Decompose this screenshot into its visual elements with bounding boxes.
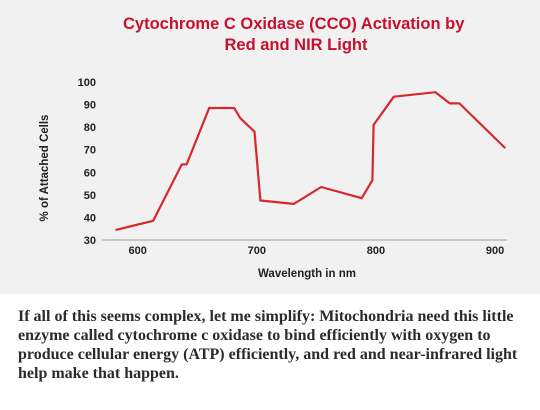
chart-panel: Cytochrome C Oxidase (CCO) Activation by… bbox=[0, 0, 540, 294]
y-tick-label: 60 bbox=[84, 167, 96, 179]
y-axis-ticks: 30 40 50 60 70 80 90 100 bbox=[78, 77, 96, 247]
chart-title: Cytochrome C Oxidase (CCO) Activation by… bbox=[123, 15, 469, 54]
x-tick-label: 600 bbox=[129, 245, 147, 257]
chart-title-line-1: Cytochrome C Oxidase (CCO) Activation by bbox=[123, 15, 465, 33]
y-tick-label: 90 bbox=[84, 100, 96, 112]
x-axis-ticks: 600 700 800 900 bbox=[129, 245, 505, 257]
y-tick-label: 50 bbox=[84, 190, 96, 202]
y-tick-label: 100 bbox=[78, 77, 96, 89]
caption-paragraph: If all of this seems complex, let me sim… bbox=[18, 308, 518, 382]
y-tick-label: 30 bbox=[84, 235, 96, 247]
x-tick-label: 800 bbox=[367, 245, 385, 257]
cco-activation-chart: Cytochrome C Oxidase (CCO) Activation by… bbox=[39, 15, 507, 280]
x-axis-label: Wavelength in nm bbox=[258, 268, 356, 280]
y-axis-label: % of Attached Cells bbox=[39, 115, 51, 222]
series-line bbox=[115, 91, 506, 231]
x-tick-label: 900 bbox=[486, 245, 504, 257]
chart-title-line-2: Red and NIR Light bbox=[225, 36, 368, 54]
x-tick-label: 700 bbox=[248, 245, 266, 257]
y-tick-label: 40 bbox=[84, 212, 96, 224]
y-tick-label: 70 bbox=[84, 145, 96, 157]
y-tick-label: 80 bbox=[84, 122, 96, 134]
